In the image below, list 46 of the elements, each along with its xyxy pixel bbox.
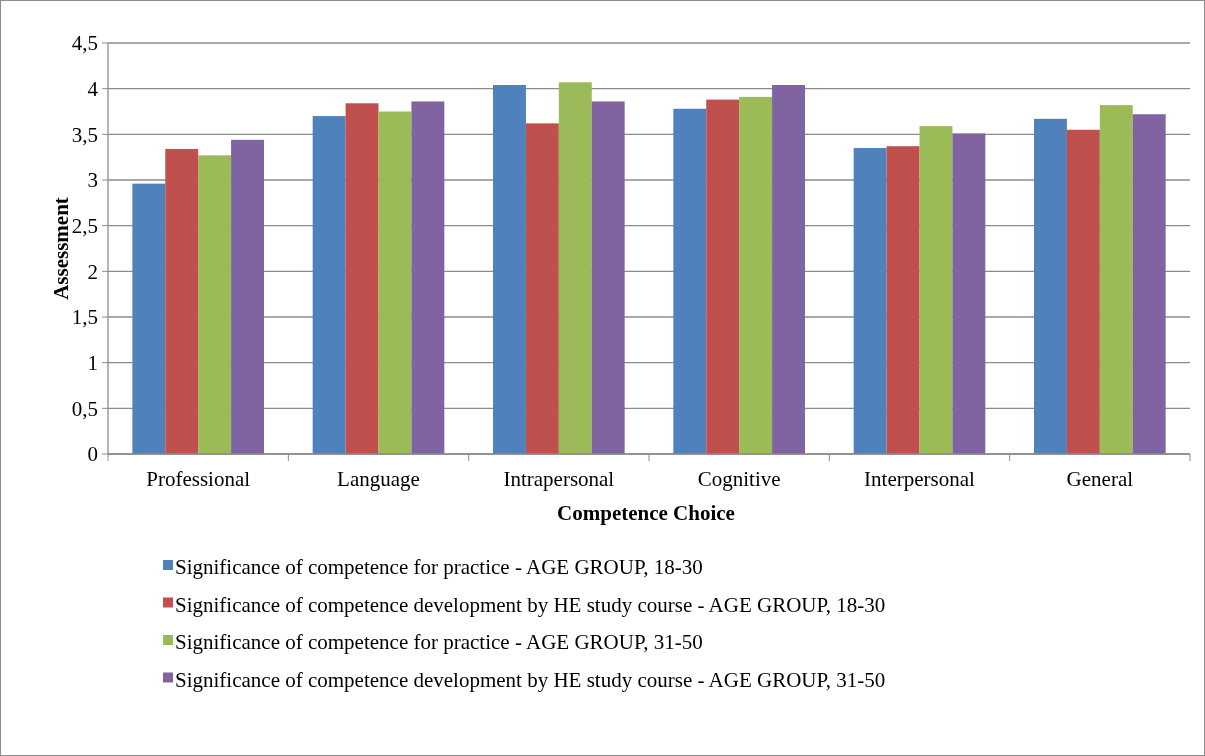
- bar: [739, 96, 773, 454]
- y-tick-label: 3,5: [71, 122, 98, 147]
- y-tick-label: 2: [87, 259, 98, 284]
- x-tick-label: Professional: [146, 467, 251, 491]
- bar: [673, 108, 707, 454]
- y-tick-label: 2,5: [71, 214, 98, 239]
- x-tick-label: Cognitive: [697, 467, 781, 491]
- bar: [345, 103, 379, 454]
- y-axis-title: Assessment: [49, 197, 73, 300]
- bar: [132, 183, 166, 454]
- bar: [952, 133, 986, 454]
- y-tick-label: 0: [87, 442, 98, 467]
- bar: [1099, 105, 1133, 454]
- bar: [165, 148, 199, 454]
- x-tick-label: Interpersonal: [864, 467, 976, 491]
- bar: [1066, 129, 1100, 454]
- y-tick-label: 4: [87, 77, 99, 102]
- bar: [591, 101, 625, 454]
- x-tick-label: Language: [337, 467, 420, 491]
- y-tick-label: 1,5: [71, 305, 98, 330]
- bar: [706, 99, 740, 454]
- bar: [198, 155, 232, 454]
- x-tick-label: General: [1066, 467, 1134, 491]
- legend-label: Significance of competence for practice - AGE GROUP, 31-50: [175, 630, 703, 655]
- bar: [411, 101, 445, 454]
- y-tick-label: 0,5: [71, 396, 98, 421]
- legend-label: Significance of competence development by HE study course - AGE GROUP, 31-50: [175, 667, 886, 692]
- bar: [772, 85, 805, 454]
- bar: [1034, 118, 1067, 454]
- y-tick-label: 4,5: [71, 31, 98, 56]
- legend-label: Significance of competence for practice - AGE GROUP, 18-30: [175, 555, 703, 580]
- bar: [919, 126, 953, 454]
- bar: [525, 123, 559, 454]
- bar: [886, 146, 920, 454]
- x-tick-label: Intrapersonal: [503, 467, 615, 491]
- x-axis-title: Competence Choice: [557, 501, 735, 525]
- bar: [231, 139, 264, 454]
- bar: [493, 85, 526, 454]
- y-tick-label: 3: [87, 168, 98, 193]
- bar: [853, 148, 887, 454]
- bar: [1132, 114, 1166, 454]
- legend-label: Significance of competence development by HE study course - AGE GROUP, 18-30: [175, 592, 886, 617]
- bar: [558, 82, 592, 454]
- bar: [312, 116, 346, 454]
- y-tick-label: 1: [87, 351, 98, 376]
- bar: [378, 111, 412, 454]
